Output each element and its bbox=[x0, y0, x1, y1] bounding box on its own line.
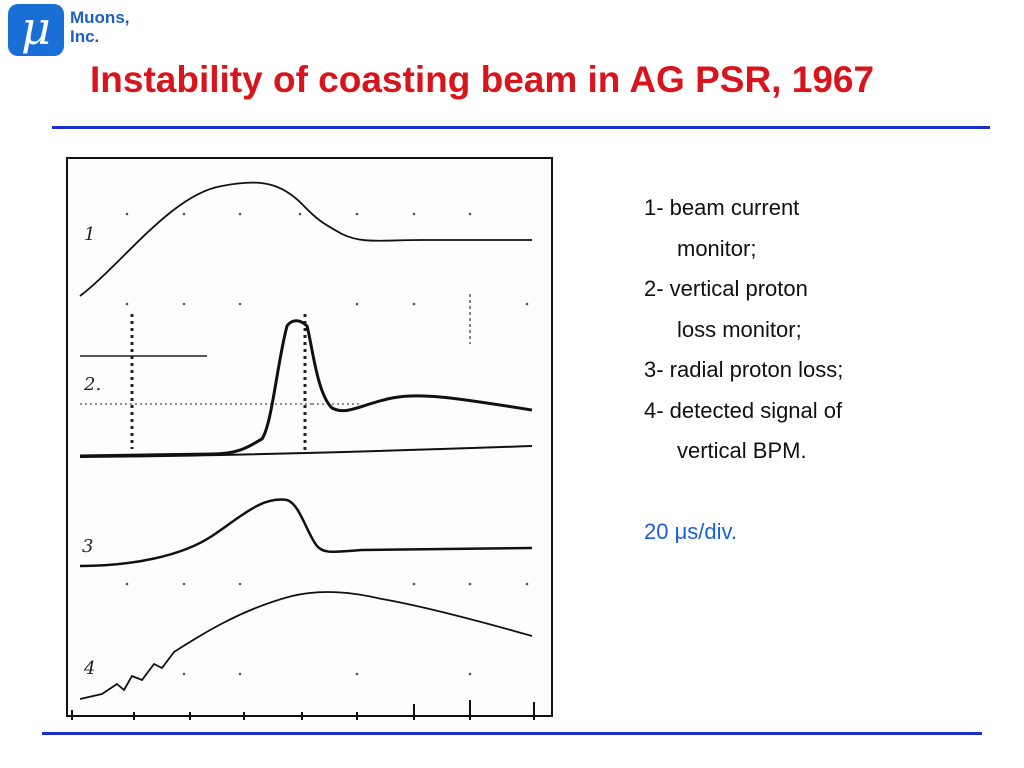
trace-4 bbox=[79, 591, 533, 700]
grid-dots bbox=[125, 212, 529, 676]
bottom-ticks bbox=[71, 700, 535, 720]
slide-title: Instability of coasting beam in AG PSR, … bbox=[90, 59, 875, 100]
legend-item-2: 2- vertical proton bbox=[644, 276, 808, 301]
trace-1 bbox=[79, 181, 532, 297]
logo-symbol: μ bbox=[21, 1, 51, 55]
oscilloscope-traces: 1 2. 3 4 bbox=[66, 157, 553, 720]
trace-label-1: 1 bbox=[84, 224, 95, 245]
legend-item-4-cont: vertical BPM. bbox=[677, 438, 807, 463]
company-logo: μ Muons, Inc. bbox=[8, 1, 158, 58]
mu-logo-icon: μ bbox=[8, 1, 64, 56]
scope-frame bbox=[66, 157, 553, 717]
trace-label-2: 2. bbox=[83, 374, 101, 395]
legend-item-3: 3- radial proton loss; bbox=[644, 357, 844, 382]
logo-line-2: Inc. bbox=[70, 27, 100, 46]
legend-item-1: 1- beam current bbox=[644, 195, 800, 220]
top-divider bbox=[52, 126, 990, 129]
logo-line-1: Muons, bbox=[70, 8, 130, 27]
trace-2 bbox=[79, 319, 533, 458]
legend-item-2-cont: loss monitor; bbox=[677, 316, 802, 342]
legend-item-4: 4- detected signal of bbox=[644, 397, 843, 423]
trace-3 bbox=[79, 498, 533, 568]
trace-label-3: 3 bbox=[82, 536, 93, 557]
legend-text: 1- beam current monitor; 2- vertical pro… bbox=[644, 188, 843, 552]
trace-label-4: 4 bbox=[83, 658, 95, 679]
legend-item-1-cont: monitor; bbox=[677, 235, 757, 261]
logo-text: Muons, Inc. bbox=[70, 8, 130, 46]
time-scale-label: 20 μs/div. bbox=[644, 518, 737, 544]
bottom-divider bbox=[42, 732, 982, 735]
oscilloscope-figure: 1 2. 3 4 bbox=[62, 154, 556, 720]
